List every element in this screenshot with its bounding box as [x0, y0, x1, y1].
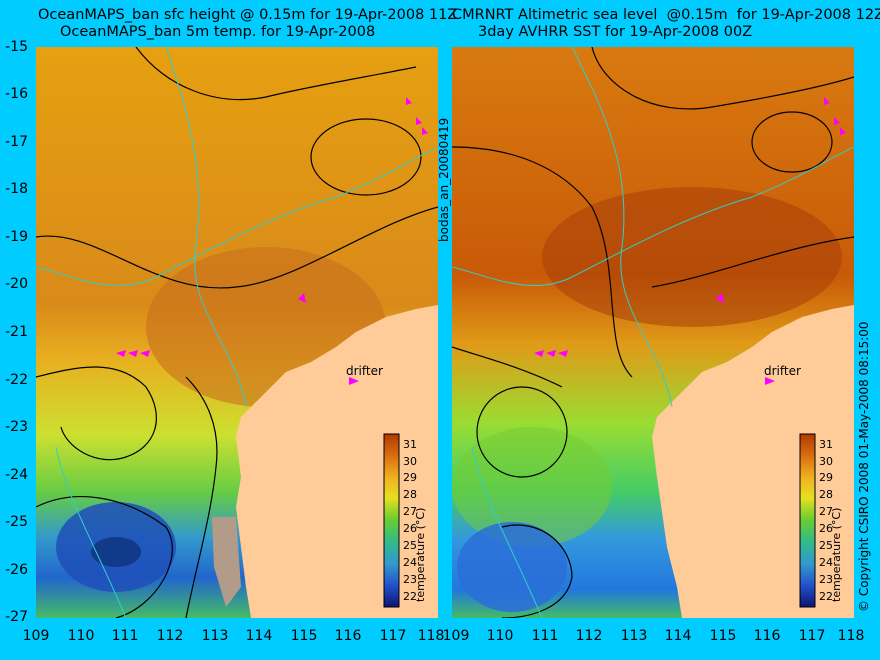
cb-tick: 31: [403, 438, 417, 451]
cb-tick: 24: [403, 556, 417, 569]
y-tick-label: -24: [5, 467, 28, 483]
right-map-panel: 31 30 29 28 27 26 25 24 23 22 temperatur…: [452, 47, 854, 618]
drifter-label: drifter: [346, 364, 383, 378]
isobath-lines: [452, 47, 854, 618]
x-tick-label: 111: [531, 628, 559, 644]
sea-level-contours: [36, 47, 438, 618]
x-tick-label: 112: [156, 628, 184, 644]
cb-tick: 29: [403, 471, 417, 484]
cb-tick: 30: [403, 455, 417, 468]
x-tick-label: 112: [575, 628, 603, 644]
x-tick-label: 118: [417, 628, 445, 644]
colorbar-title: temperature (°C): [830, 508, 843, 602]
y-tick-label: -22: [5, 372, 28, 388]
left-map: 31 30 29 28 27 26 25 24 23 22 temperatur…: [36, 47, 438, 618]
y-tick-label: -21: [5, 324, 28, 340]
y-tick-label: -16: [5, 86, 28, 102]
x-tick-label: 114: [245, 628, 273, 644]
right-title-line1: CMRNRT Altimetric sea level @0.15m for 1…: [452, 7, 880, 23]
sea-level-contours: [452, 47, 854, 618]
colorbar-ticks: 31 30 29 28 27 26 25 24 23 22 temperatur…: [403, 438, 427, 603]
cb-tick: 27: [819, 505, 833, 518]
cb-tick: 29: [819, 471, 833, 484]
x-tick-label: 113: [201, 628, 229, 644]
green-patch: [452, 427, 612, 547]
right-title-line2: 3day AVHRR SST for 19-Apr-2008 00Z: [478, 24, 753, 40]
drifter-tracks: [116, 97, 428, 385]
cool-core: [91, 537, 141, 567]
x-tick-label: 110: [486, 628, 514, 644]
x-tick-label: 115: [290, 628, 318, 644]
x-tick-label: 118: [837, 628, 865, 644]
x-tick-label: 109: [442, 628, 470, 644]
cb-tick: 28: [403, 488, 417, 501]
cb-tick: 25: [819, 539, 833, 552]
y-tick-label: -19: [5, 229, 28, 245]
cb-tick: 26: [819, 522, 833, 535]
colorbar-title: temperature (°C): [414, 508, 427, 602]
copyright-label: © Copyright CSIRO 2008 01-May-2008 08:15…: [857, 321, 871, 612]
x-tick-label: 117: [379, 628, 407, 644]
drifter-label: drifter: [764, 364, 801, 378]
x-tick-label: 110: [67, 628, 95, 644]
cb-tick: 28: [819, 488, 833, 501]
colorbar: [799, 433, 816, 608]
cb-tick: 23: [403, 573, 417, 586]
drifter-tracks: [534, 97, 846, 385]
x-tick-label: 117: [798, 628, 826, 644]
y-tick-label: -25: [5, 514, 28, 530]
cb-tick: 31: [819, 438, 833, 451]
x-tick-label: 113: [620, 628, 648, 644]
left-title-line1: OceanMAPS_ban sfc height @ 0.15m for 19-…: [38, 7, 458, 23]
y-tick-label: -17: [5, 134, 28, 150]
y-tick-label: -15: [5, 39, 28, 55]
left-title-line2: OceanMAPS_ban 5m temp. for 19-Apr-2008: [60, 24, 376, 40]
run-id-label: bodas_an_20080419: [437, 117, 451, 242]
x-tick-label: 115: [709, 628, 737, 644]
cb-tick: 23: [819, 573, 833, 586]
left-map-panel: 31 30 29 28 27 26 25 24 23 22 temperatur…: [36, 47, 438, 618]
x-tick-label: 109: [22, 628, 50, 644]
right-map: 31 30 29 28 27 26 25 24 23 22 temperatur…: [452, 47, 854, 618]
cool-pool: [457, 522, 567, 612]
y-tick-label: -26: [5, 562, 28, 578]
y-tick-label: -27: [5, 609, 28, 625]
x-tick-label: 116: [753, 628, 781, 644]
x-tick-label: 111: [111, 628, 139, 644]
warm-patch: [542, 187, 842, 327]
cb-tick: 26: [403, 522, 417, 535]
cb-tick: 22: [819, 590, 833, 603]
x-tick-label: 116: [334, 628, 362, 644]
cb-tick: 22: [403, 590, 417, 603]
cb-tick: 27: [403, 505, 417, 518]
cb-tick: 24: [819, 556, 833, 569]
cb-tick: 25: [403, 539, 417, 552]
isobath-lines: [36, 47, 438, 618]
x-tick-label: 114: [664, 628, 692, 644]
cb-tick: 30: [819, 455, 833, 468]
y-tick-label: -18: [5, 181, 28, 197]
y-tick-label: -20: [5, 276, 28, 292]
colorbar: [383, 433, 400, 608]
y-tick-label: -23: [5, 419, 28, 435]
colorbar-ticks: 31 30 29 28 27 26 25 24 23 22 temperatur…: [819, 438, 843, 603]
land-mask: [212, 517, 241, 607]
